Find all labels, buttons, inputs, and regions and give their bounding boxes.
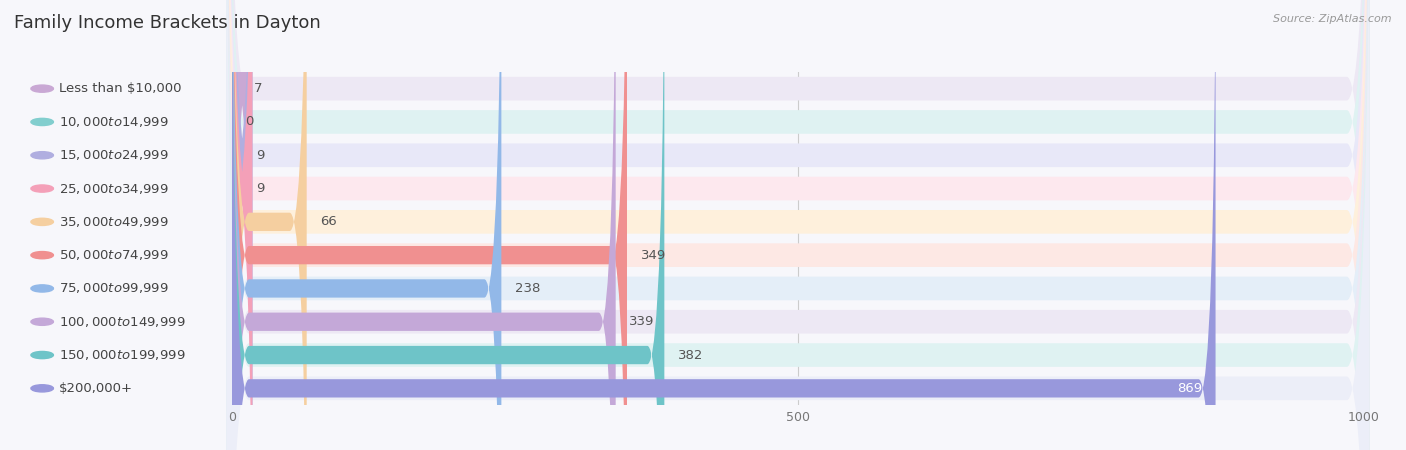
FancyBboxPatch shape <box>232 0 307 450</box>
FancyBboxPatch shape <box>232 0 627 450</box>
Text: 9: 9 <box>256 182 264 195</box>
Text: Less than $10,000: Less than $10,000 <box>59 82 181 95</box>
Text: 339: 339 <box>630 315 655 328</box>
FancyBboxPatch shape <box>226 0 1369 450</box>
FancyBboxPatch shape <box>226 0 1369 450</box>
Text: $35,000 to $49,999: $35,000 to $49,999 <box>59 215 169 229</box>
FancyBboxPatch shape <box>232 0 1216 450</box>
Text: $100,000 to $149,999: $100,000 to $149,999 <box>59 315 186 329</box>
Text: $150,000 to $199,999: $150,000 to $199,999 <box>59 348 186 362</box>
Text: 349: 349 <box>641 249 666 261</box>
Text: Family Income Brackets in Dayton: Family Income Brackets in Dayton <box>14 14 321 32</box>
FancyBboxPatch shape <box>226 0 1369 450</box>
FancyBboxPatch shape <box>226 0 1369 450</box>
FancyBboxPatch shape <box>232 0 252 450</box>
Text: $50,000 to $74,999: $50,000 to $74,999 <box>59 248 169 262</box>
Text: 238: 238 <box>515 282 540 295</box>
Text: $10,000 to $14,999: $10,000 to $14,999 <box>59 115 169 129</box>
Text: 7: 7 <box>253 82 262 95</box>
FancyBboxPatch shape <box>232 0 616 450</box>
FancyBboxPatch shape <box>226 0 1369 450</box>
FancyBboxPatch shape <box>232 0 252 450</box>
Text: $200,000+: $200,000+ <box>59 382 134 395</box>
FancyBboxPatch shape <box>226 0 1369 450</box>
FancyBboxPatch shape <box>232 0 252 450</box>
Text: 382: 382 <box>678 349 703 361</box>
Text: 66: 66 <box>321 216 337 228</box>
Text: $15,000 to $24,999: $15,000 to $24,999 <box>59 148 169 162</box>
FancyBboxPatch shape <box>232 0 502 450</box>
FancyBboxPatch shape <box>226 0 1369 450</box>
Text: $25,000 to $34,999: $25,000 to $34,999 <box>59 181 169 196</box>
Text: 0: 0 <box>246 116 254 128</box>
Text: 869: 869 <box>1177 382 1202 395</box>
FancyBboxPatch shape <box>226 0 1369 450</box>
Text: Source: ZipAtlas.com: Source: ZipAtlas.com <box>1274 14 1392 23</box>
Text: 9: 9 <box>256 149 264 162</box>
Text: $75,000 to $99,999: $75,000 to $99,999 <box>59 281 169 296</box>
FancyBboxPatch shape <box>226 0 1369 450</box>
FancyBboxPatch shape <box>226 0 1369 450</box>
FancyBboxPatch shape <box>232 0 665 450</box>
